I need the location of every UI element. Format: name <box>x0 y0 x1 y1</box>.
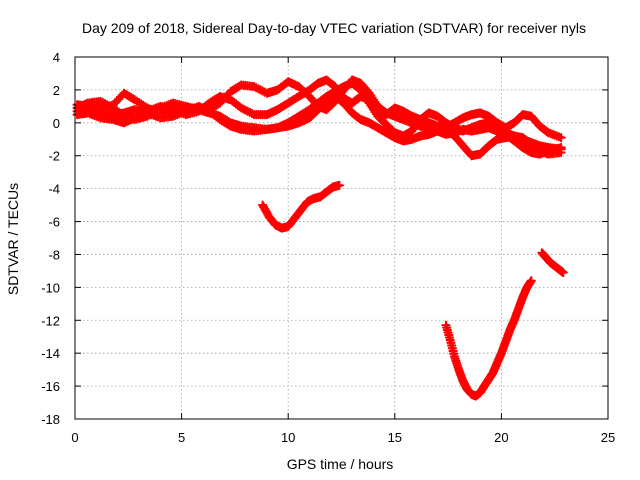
y-tick-label: -10 <box>41 280 60 295</box>
data-markers <box>72 75 568 401</box>
data-point <box>556 142 566 153</box>
x-tick-label: 25 <box>601 430 615 445</box>
x-axis-title: GPS time / hours <box>287 456 394 472</box>
series-sat-e <box>258 180 344 233</box>
data-point <box>526 276 536 286</box>
x-tick-label: 5 <box>178 430 185 445</box>
x-tick-label: 15 <box>388 430 402 445</box>
y-tick-label: 2 <box>53 83 60 98</box>
x-tick-label: 0 <box>71 430 78 445</box>
y-tick-label: 0 <box>53 116 60 131</box>
y-tick-label: -6 <box>48 215 60 230</box>
axis-ticks: 0 5 10 15 20 25 -18 -16 -14 -12 -10 -8 -6 -4 -2 0 2 4 <box>41 50 615 445</box>
x-tick-label: 20 <box>494 430 508 445</box>
x-tick-label: 10 <box>281 430 295 445</box>
chart-title: Day 209 of 2018, Sidereal Day-to-day VTE… <box>82 20 586 36</box>
data-point <box>556 133 566 143</box>
y-axis-title: SDTVAR / TECUs <box>5 183 21 295</box>
series-sat-g <box>537 248 568 278</box>
series-sat-f <box>441 276 536 401</box>
y-tick-label: -8 <box>48 247 60 262</box>
y-tick-label: -16 <box>41 379 60 394</box>
y-tick-label: 4 <box>53 50 60 65</box>
plot-frame <box>74 56 609 420</box>
series-sat-d <box>72 91 566 146</box>
y-tick-label: -4 <box>48 182 60 197</box>
y-tick-label: -14 <box>41 346 60 361</box>
data-point <box>334 180 344 190</box>
data-point <box>558 267 568 278</box>
y-tick-label: -12 <box>41 313 60 328</box>
y-tick-label: -18 <box>41 412 60 427</box>
y-tick-label: -2 <box>48 149 60 164</box>
